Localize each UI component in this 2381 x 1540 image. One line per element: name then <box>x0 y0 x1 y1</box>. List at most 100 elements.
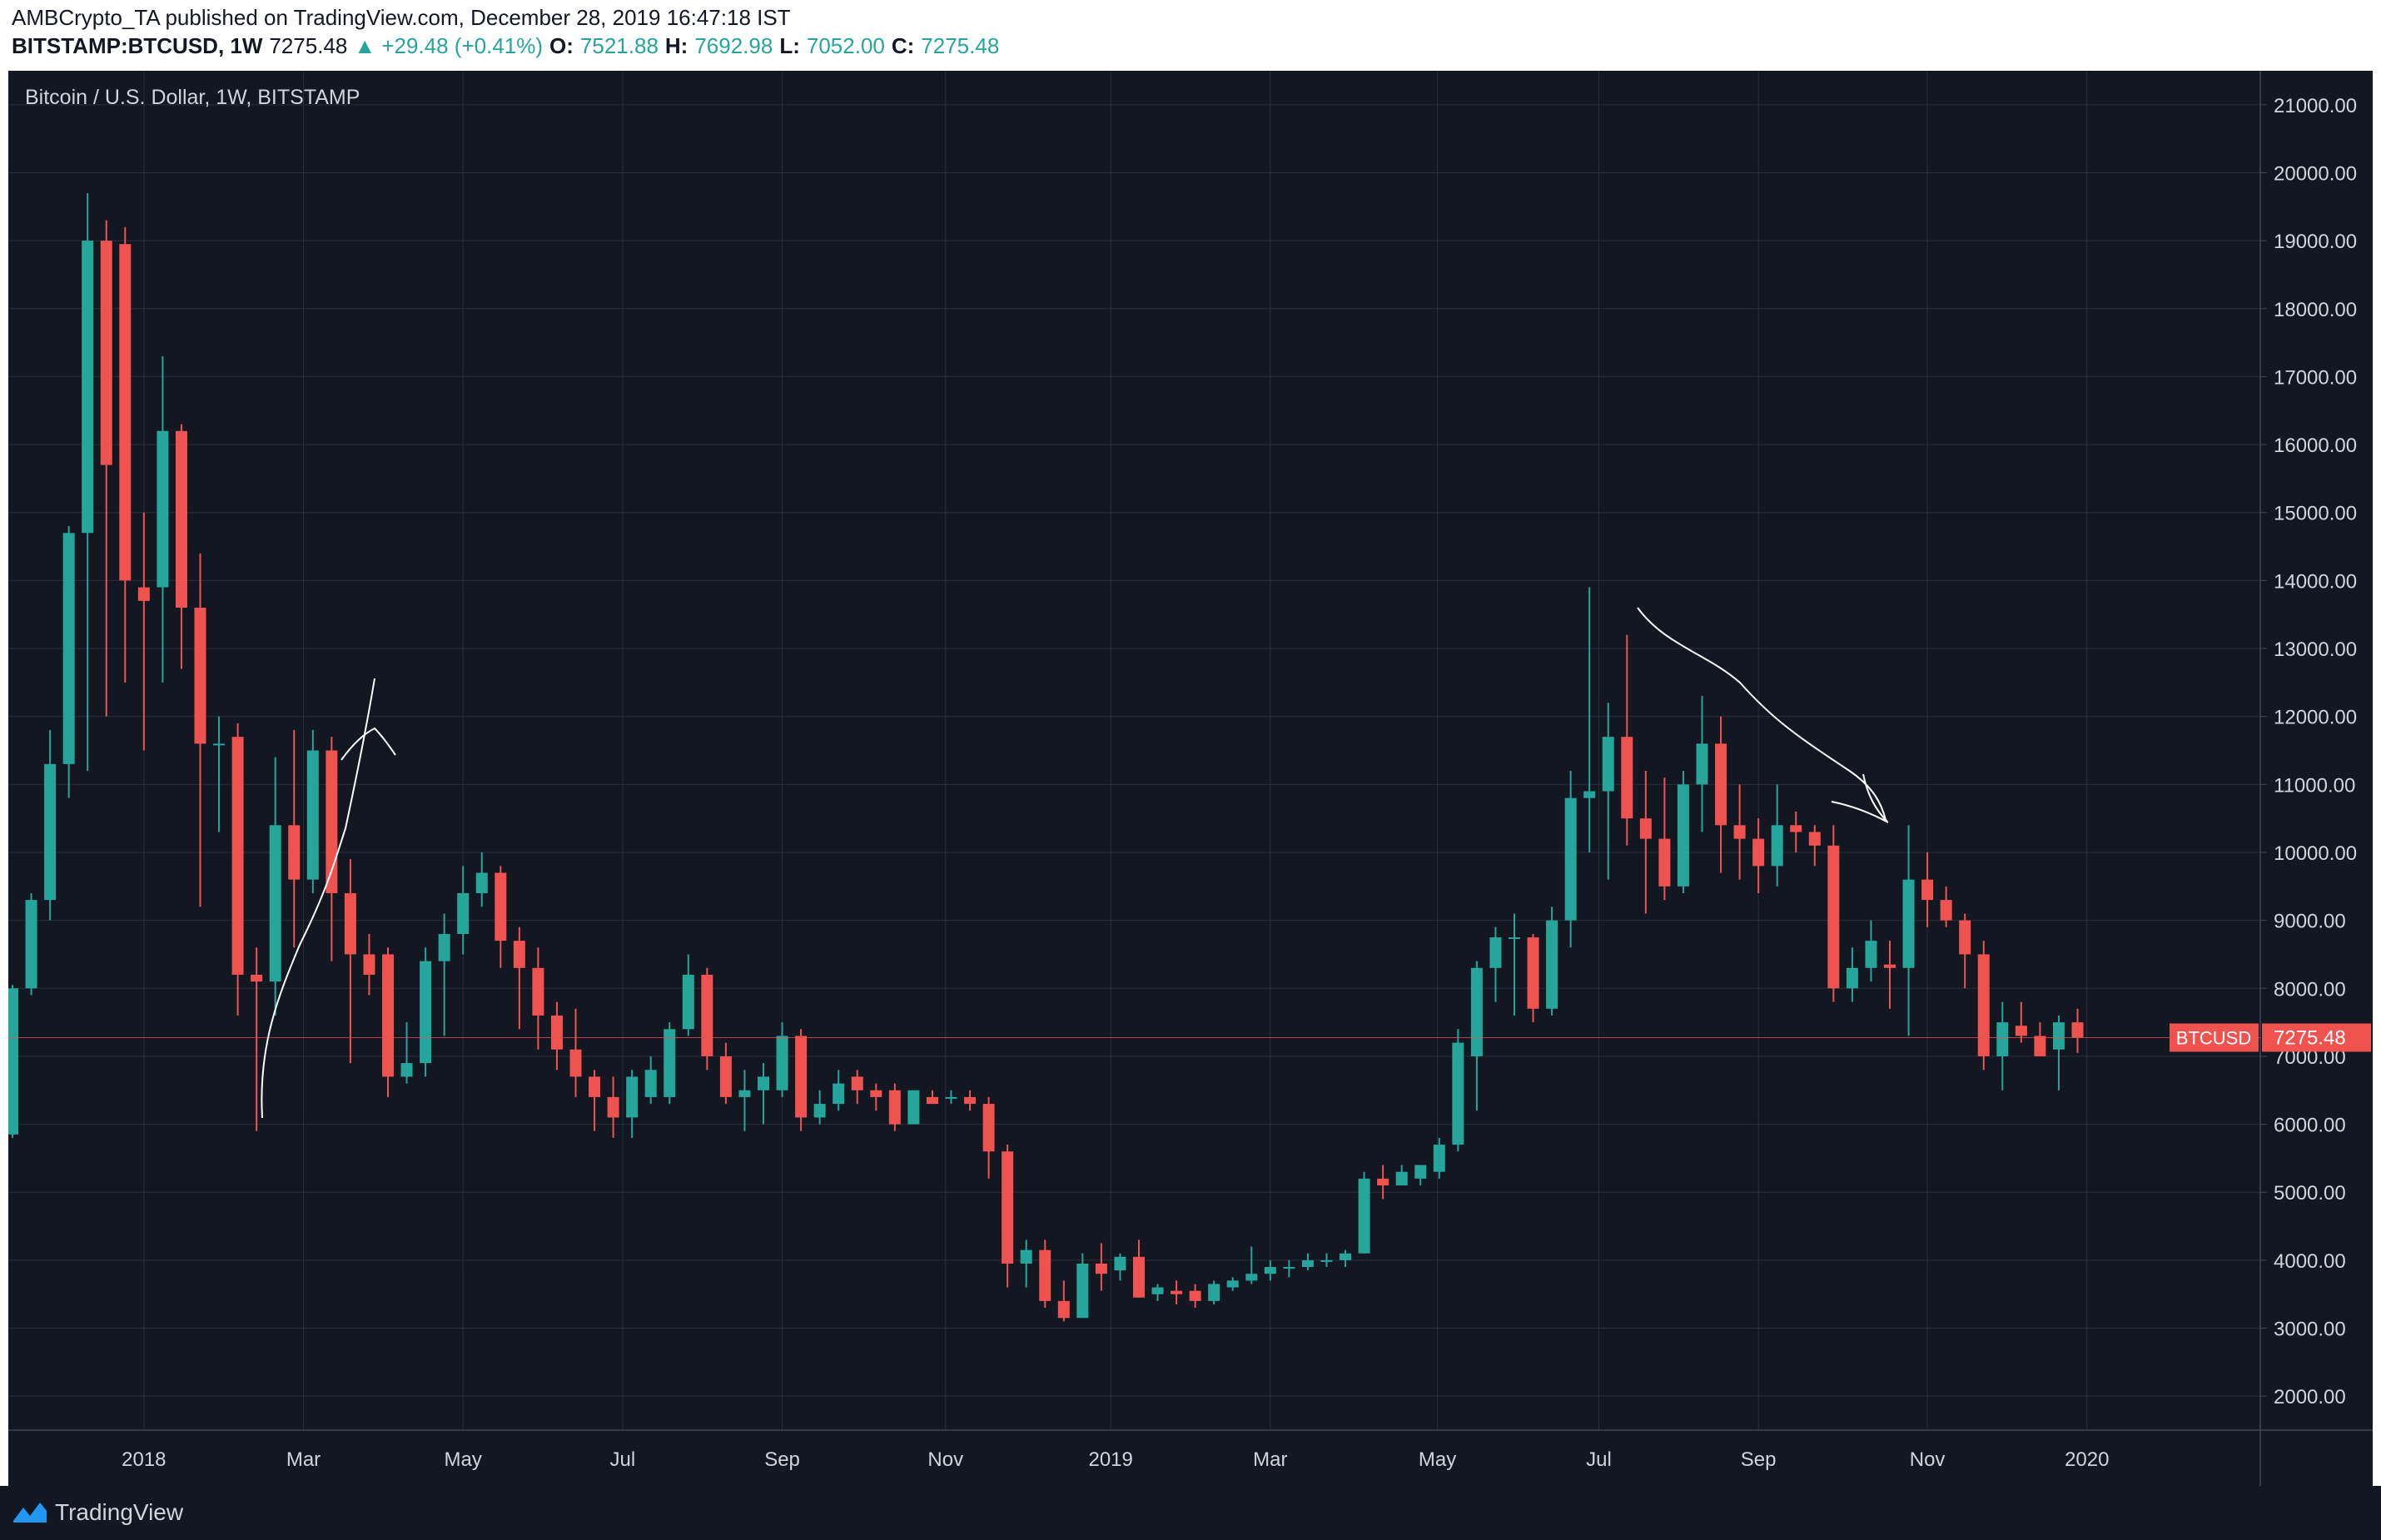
candle-up <box>776 1036 788 1090</box>
drawn-arrowhead-up <box>340 727 396 761</box>
candle-down <box>2034 1036 2046 1056</box>
chart-background <box>8 71 2373 1486</box>
y-tick-label: 17000.00 <box>2274 366 2357 389</box>
candle-down <box>1057 1300 1070 1319</box>
candle-down <box>2015 1026 2027 1036</box>
candle-up <box>1151 1287 1164 1294</box>
candle-down <box>194 608 206 744</box>
candle-down <box>1658 838 1671 887</box>
candle-up <box>1114 1256 1126 1271</box>
candle-up <box>269 825 281 982</box>
candle-up <box>1283 1267 1295 1269</box>
candle-down <box>550 1015 563 1050</box>
candle-down <box>1827 845 1840 989</box>
footer: TradingView <box>0 1486 2381 1540</box>
candle-up <box>1865 941 1877 968</box>
candle-up <box>1340 1253 1352 1260</box>
candle-up <box>1076 1263 1089 1319</box>
candle-up <box>1301 1259 1314 1268</box>
x-tick-label: Mar <box>1253 1448 1287 1471</box>
candle-up <box>1414 1165 1427 1179</box>
chart-title: Bitcoin / U.S. Dollar, 1W, BITSTAMP <box>25 86 360 109</box>
candlestick-chart[interactable]: 2000.003000.004000.005000.006000.007000.… <box>8 71 2373 1486</box>
x-tick-label: 2018 <box>122 1448 166 1471</box>
candle-up <box>682 974 694 1030</box>
x-tick-label: 2019 <box>1088 1448 1132 1471</box>
y-tick-label: 21000.00 <box>2274 95 2357 117</box>
candle-down <box>589 1076 601 1097</box>
x-tick-label: Nov <box>927 1448 963 1471</box>
publish-info: AMBCrypto_TA published on TradingView.co… <box>12 5 791 30</box>
candle-up <box>738 1090 751 1097</box>
y-tick-label: 8000.00 <box>2274 978 2346 1001</box>
high-value: 7692.98 <box>694 33 773 58</box>
footer-brand: TradingView <box>55 1499 184 1525</box>
y-tick-label: 20000.00 <box>2274 162 2357 185</box>
candle-up <box>1546 920 1558 1009</box>
candle-down <box>1039 1249 1051 1301</box>
candle-down <box>100 241 112 465</box>
y-tick-label: 4000.00 <box>2274 1250 2346 1273</box>
candle-up <box>457 892 470 934</box>
candle-down <box>344 892 356 955</box>
chart-pane[interactable]: 2000.00 3000.00 4000.00 5000.00 6000.00 7000.… <box>8 71 2373 1486</box>
drawn-arrowhead-down <box>1831 773 1889 823</box>
candle-up <box>44 763 57 901</box>
candle-up <box>213 743 226 746</box>
candle-down <box>513 941 525 968</box>
symbol-name: BITSTAMP:BTCUSD, 1W <box>12 33 263 58</box>
drawn-uptrend-line <box>261 678 375 1119</box>
x-tick-label: Nov <box>1910 1448 1946 1471</box>
x-tick-label: 2020 <box>2065 1448 2109 1471</box>
high-label: H: <box>664 33 688 58</box>
candle-up <box>157 430 169 588</box>
candle-down <box>870 1090 882 1097</box>
x-tick-label: Jul <box>610 1448 636 1471</box>
candle-up <box>1677 784 1689 887</box>
candle-down <box>964 1096 977 1105</box>
candle-up <box>1602 737 1614 792</box>
candle-up <box>1996 1022 2009 1056</box>
candle-up <box>62 533 75 764</box>
candle-down <box>1002 1151 1014 1264</box>
candle-down <box>1621 737 1633 819</box>
symbol-tag-label: BTCUSD <box>2176 1027 2251 1048</box>
candle-up <box>306 750 319 880</box>
candle-down <box>1189 1290 1201 1301</box>
y-tick-label: 11000.00 <box>2274 774 2355 797</box>
candle-down <box>1527 937 1539 1009</box>
candle-up <box>1696 743 1708 785</box>
price-change: ▲ +29.48 (+0.41%) <box>354 33 544 58</box>
candle-down <box>607 1096 619 1118</box>
candle-down <box>137 587 150 601</box>
candle-up <box>1509 937 1520 940</box>
candle-up <box>1564 797 1577 921</box>
candle-up <box>1902 879 1915 968</box>
candle-up <box>813 1104 826 1118</box>
price-tag-bg <box>2262 1023 2371 1052</box>
candle-up <box>1208 1284 1220 1301</box>
candle-up <box>1846 967 1858 989</box>
candle-up <box>1452 1042 1464 1145</box>
y-tick-label: 18000.00 <box>2274 299 2357 321</box>
price-tag-value: 7275.48 <box>2274 1026 2346 1049</box>
x-tick-label: May <box>1419 1448 1456 1471</box>
candle-up <box>1264 1267 1276 1274</box>
candle-down <box>1808 832 1821 846</box>
candle-up <box>907 1090 920 1125</box>
candle-down <box>1733 825 1746 839</box>
candle-down <box>1377 1178 1389 1186</box>
candle-up <box>644 1070 657 1097</box>
close-label: C: <box>891 33 915 58</box>
last-price: 7275.48 <box>269 33 348 58</box>
x-tick-label: May <box>445 1448 482 1471</box>
candle-down <box>1940 900 1952 921</box>
candle-down <box>1752 838 1765 867</box>
y-tick-label: 10000.00 <box>2274 842 2357 865</box>
candle-down <box>288 825 301 880</box>
candle-down <box>119 244 132 581</box>
candle-up <box>8 988 18 1135</box>
candle-up <box>438 933 450 961</box>
x-tick-label: Sep <box>1741 1448 1777 1471</box>
y-tick-label: 12000.00 <box>2274 707 2357 729</box>
